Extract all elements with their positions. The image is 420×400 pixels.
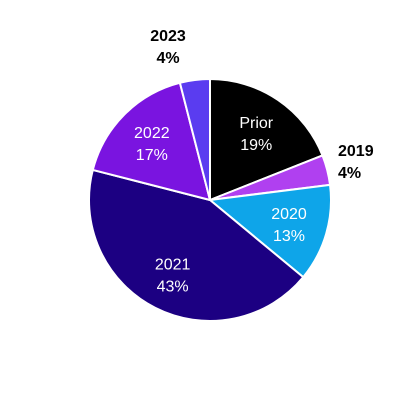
slice-name-2020: 2020 <box>271 206 307 223</box>
slice-pct-2022: 17% <box>136 147 168 164</box>
slice-label-2019: 2019 4% <box>338 143 374 182</box>
slice-name-prior: Prior <box>239 115 273 132</box>
pie-slice-2022 <box>91 81 212 202</box>
pie-slice-2021 <box>88 168 305 322</box>
slice-pct-2019: 4% <box>338 165 361 182</box>
slice-pct-prior: 19% <box>240 137 272 154</box>
pie-labels: Prior 19% 2019 4% 2020 13% 2021 43% 2022 17% 2023 4… <box>134 28 374 295</box>
pie-slice-2023 <box>178 77 211 201</box>
slice-pct-2020: 13% <box>273 228 305 245</box>
pie-slices <box>88 77 332 322</box>
pie-slice-prior <box>209 77 324 202</box>
slice-label-2022: 2022 17% <box>134 125 170 164</box>
slice-label-2023: 2023 4% <box>150 28 186 67</box>
slice-label-2020: 2020 13% <box>271 206 307 245</box>
pie-slice-2020 <box>207 183 332 279</box>
slice-name-2019: 2019 <box>338 143 374 160</box>
slice-name-2023: 2023 <box>150 28 186 45</box>
slice-name-2021: 2021 <box>155 256 191 273</box>
slice-pct-2021: 43% <box>157 278 189 295</box>
slice-pct-2023: 4% <box>156 50 179 67</box>
slice-label-prior: Prior 19% <box>239 115 273 154</box>
slice-label-2021: 2021 43% <box>155 256 191 295</box>
slice-name-2022: 2022 <box>134 125 170 142</box>
